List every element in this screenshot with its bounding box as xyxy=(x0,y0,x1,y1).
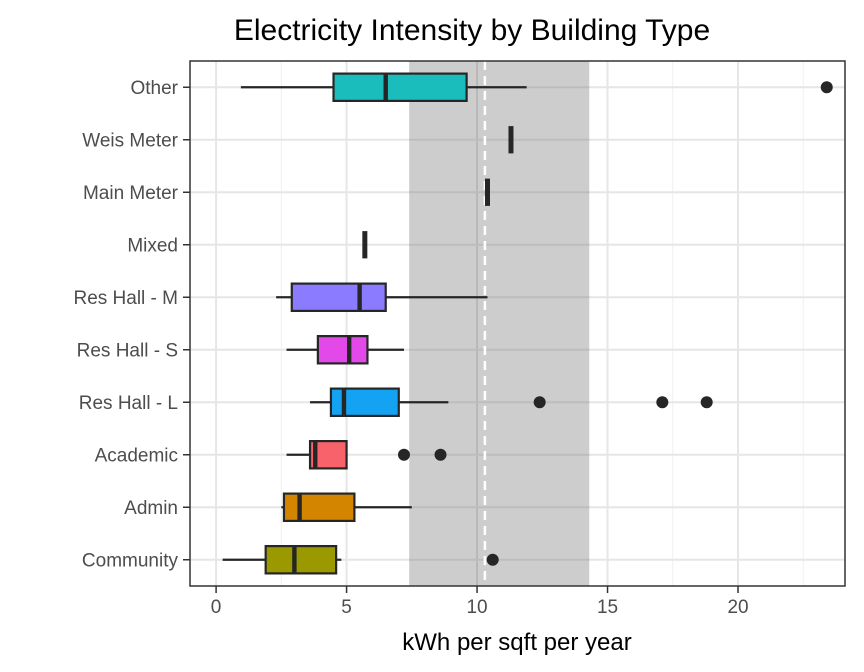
x-tick-label: 15 xyxy=(597,597,618,618)
box-academic xyxy=(286,440,447,470)
chart-title: Electricity Intensity by Building Type xyxy=(234,14,710,47)
outlier-point xyxy=(434,448,447,461)
x-tick-label: 10 xyxy=(466,597,487,618)
y-tick-label: Res Hall - S xyxy=(77,340,178,361)
outlier-point xyxy=(486,553,499,566)
reference-band xyxy=(409,61,590,586)
x-tick-label: 20 xyxy=(727,597,748,618)
outlier-point xyxy=(397,448,410,461)
outlier-point xyxy=(700,396,713,409)
box-community xyxy=(222,544,499,575)
box-iqr xyxy=(332,72,468,102)
x-tick-label: 5 xyxy=(341,597,352,618)
y-tick-label: Res Hall - L xyxy=(79,393,178,414)
y-tick-label: Admin xyxy=(124,498,178,519)
box-res-hall-m xyxy=(276,282,488,313)
outlier-point xyxy=(533,396,546,409)
y-tick-label: Main Meter xyxy=(83,183,179,204)
y-tick-label: Res Hall - M xyxy=(73,288,178,309)
y-tick-label: Academic xyxy=(95,445,178,466)
box-iqr xyxy=(329,387,400,418)
x-axis-label: kWh per sqft per year xyxy=(402,629,631,656)
plot-area: Other Weis Meter Main Meter Mixed Res Hall -… xyxy=(73,60,846,618)
y-tick-label: Other xyxy=(130,78,178,99)
box-iqr xyxy=(290,282,387,313)
panel-border xyxy=(189,60,846,587)
y-tick-label: Community xyxy=(82,550,179,571)
box-res-hall-s xyxy=(286,335,404,365)
box-iqr xyxy=(264,544,338,575)
box-admin xyxy=(281,492,412,523)
outlier-point xyxy=(820,81,833,94)
box-res-hall-l xyxy=(310,387,713,418)
y-tick-label: Weis Meter xyxy=(82,130,178,151)
box-other xyxy=(240,72,833,102)
outlier-point xyxy=(656,396,669,409)
box-iqr xyxy=(316,335,369,365)
y-tick-label: Mixed xyxy=(127,235,178,256)
x-tick-label: 0 xyxy=(211,597,222,618)
box-iqr xyxy=(282,492,356,523)
